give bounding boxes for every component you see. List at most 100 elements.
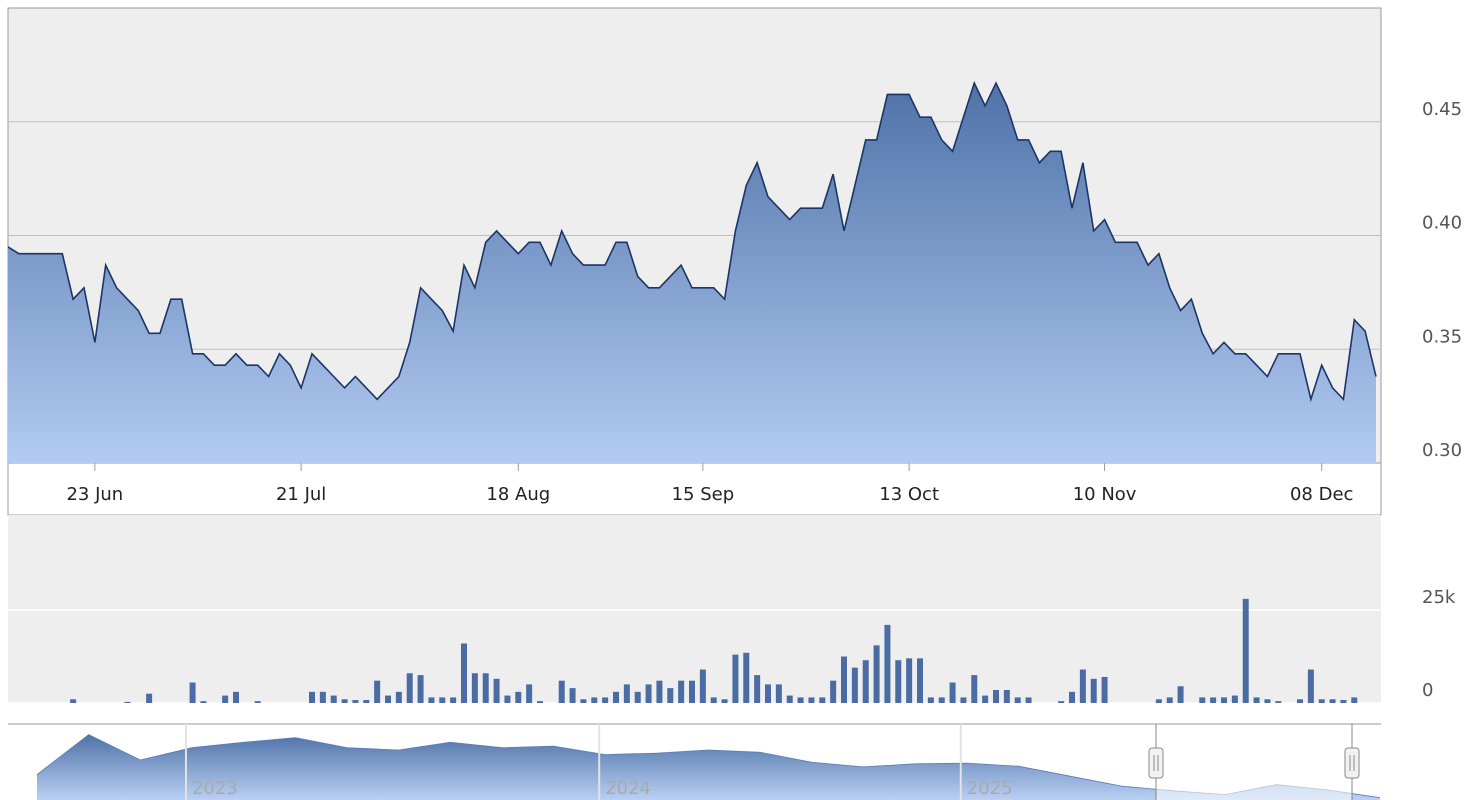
volume-bar <box>352 700 359 703</box>
x-tick-label: 10 Nov <box>1073 484 1137 505</box>
volume-bar <box>569 688 576 703</box>
y-tick-label: 0.30 <box>1422 440 1462 461</box>
volume-bar <box>1101 676 1108 703</box>
volume-bar <box>732 654 739 703</box>
volume-bar <box>667 688 674 703</box>
volume-bar <box>1242 598 1249 703</box>
volume-bar <box>971 675 978 703</box>
year-label: 2024 <box>605 778 651 799</box>
volume-bar <box>1307 669 1314 703</box>
volume-bar <box>461 643 467 703</box>
volume-bar <box>754 675 761 703</box>
volume-bar <box>1253 697 1260 703</box>
volume-bar <box>699 669 706 703</box>
area-fill <box>8 83 1376 463</box>
volume-bar <box>1058 701 1065 703</box>
volume-bar <box>656 680 663 703</box>
volume-bar <box>417 675 424 703</box>
y-tick-label: 0.40 <box>1422 213 1462 234</box>
y-tick-label: 0.45 <box>1422 99 1462 120</box>
navigator-selection <box>1156 726 1352 800</box>
volume-bar <box>1003 689 1010 703</box>
volume-bar <box>710 697 717 703</box>
volume-bar <box>558 680 565 703</box>
volume-bar <box>743 652 750 703</box>
volume-bar <box>949 682 956 703</box>
volume-bar <box>395 691 402 703</box>
volume-bar <box>917 658 923 703</box>
volume-bar <box>233 691 239 703</box>
volume-bar <box>309 691 315 703</box>
volume-bar <box>819 697 826 703</box>
year-label: 2025 <box>967 778 1013 799</box>
volume-bar <box>841 656 847 703</box>
volume-bar <box>906 658 913 703</box>
volume-bar <box>960 697 967 703</box>
volume-bar <box>254 701 261 703</box>
year-label: 2023 <box>192 778 238 799</box>
line <box>7 80 1377 403</box>
volume-bar <box>450 697 457 703</box>
volume-bar <box>602 697 609 703</box>
volume-bar <box>765 684 771 703</box>
volume-bar <box>341 699 348 703</box>
volume-bar <box>1351 697 1358 703</box>
volume-bar <box>504 695 511 703</box>
y-tick-label: 25k <box>1422 587 1456 608</box>
volume-bar <box>982 695 989 703</box>
volume-bar <box>319 691 326 703</box>
volume-bar <box>1297 699 1303 703</box>
volume-bar <box>689 680 695 703</box>
volume-bar <box>1275 701 1282 703</box>
volume-bar <box>1210 697 1217 703</box>
date-axis-band <box>7 462 1382 516</box>
volume-bar <box>363 700 370 703</box>
x-tick-label: 15 Sep <box>672 484 735 505</box>
volume-bar <box>330 695 337 703</box>
volume-bar <box>808 697 815 703</box>
volume-bar <box>124 701 131 703</box>
volume-bar <box>927 697 934 703</box>
volume-bar <box>1069 691 1075 703</box>
volume-bar <box>895 660 902 703</box>
navigator-handle[interactable] <box>1344 747 1360 779</box>
volume-bar <box>1264 699 1271 703</box>
x-tick-label: 21 Jul <box>276 484 326 505</box>
x-tick-label: 13 Oct <box>879 484 939 505</box>
volume-bar <box>1166 697 1173 703</box>
volume-bar <box>1221 697 1227 703</box>
volume-bar <box>146 693 153 703</box>
volume-bar <box>786 695 793 703</box>
volume-bar <box>678 680 685 703</box>
volume-bar <box>993 689 999 703</box>
volume-bar <box>862 660 869 703</box>
volume-panel <box>8 515 1381 703</box>
volume-bar <box>471 673 478 703</box>
navigator-handle[interactable] <box>1148 747 1164 779</box>
volume-bar <box>526 684 533 703</box>
volume-bar <box>1025 697 1032 703</box>
volume-bar <box>200 701 207 703</box>
volume-bar <box>884 624 891 703</box>
volume-bar <box>1090 678 1097 703</box>
volume-bar <box>1329 699 1336 703</box>
volume-bar <box>623 684 630 703</box>
volume-bar <box>1079 669 1086 703</box>
volume-bar <box>721 699 728 703</box>
x-tick-label: 08 Dec <box>1290 484 1353 505</box>
volume-bar <box>482 673 489 703</box>
volume-bar <box>439 697 446 703</box>
volume-bar <box>222 695 229 703</box>
x-tick-label: 18 Aug <box>486 484 550 505</box>
volume-bar <box>873 645 880 703</box>
volume-bar <box>1177 686 1184 703</box>
volume-bar <box>537 701 543 703</box>
volume-bar <box>830 680 837 703</box>
volume-bar <box>634 691 641 703</box>
volume-bar <box>1155 699 1162 703</box>
volume-bar <box>591 697 598 703</box>
volume-bar <box>385 695 391 703</box>
volume-bar <box>1231 695 1238 703</box>
volume-bar <box>428 697 435 703</box>
